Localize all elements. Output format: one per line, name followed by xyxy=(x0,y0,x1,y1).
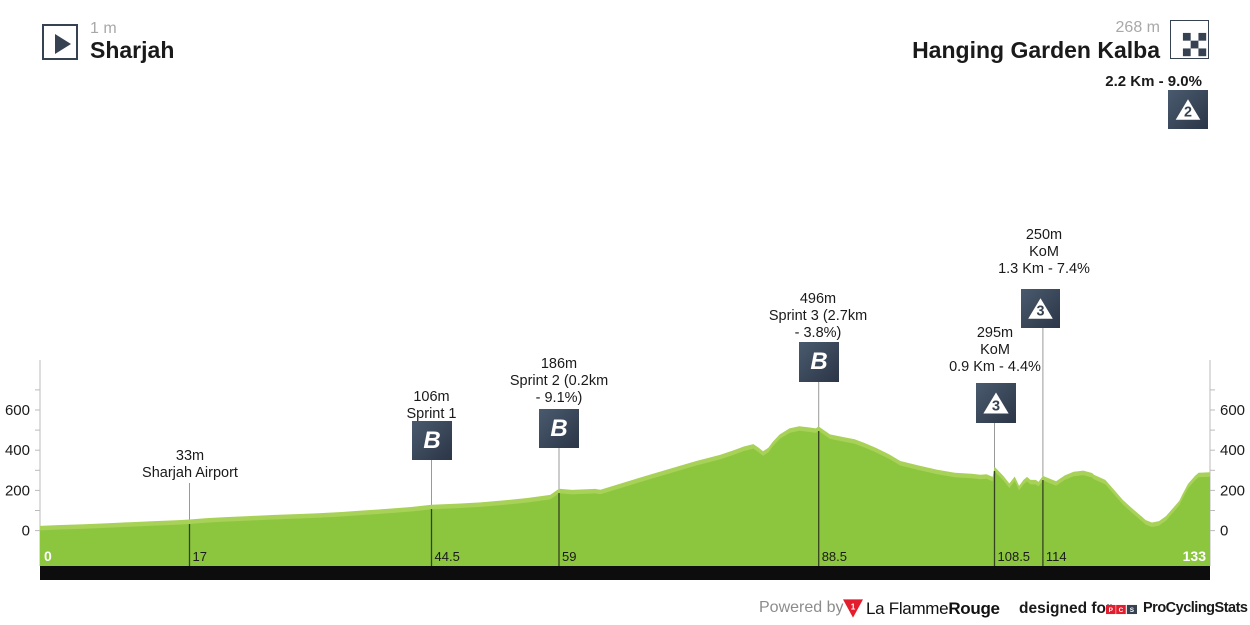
svg-text:1: 1 xyxy=(851,602,856,611)
svg-text:P: P xyxy=(1109,607,1114,614)
svg-text:400: 400 xyxy=(5,442,30,459)
svg-text:3: 3 xyxy=(1037,303,1045,319)
svg-text:C: C xyxy=(1119,607,1124,614)
svg-text:0: 0 xyxy=(1220,523,1228,540)
svg-text:0: 0 xyxy=(22,523,30,540)
svg-text:0: 0 xyxy=(44,548,52,564)
svg-text:600: 600 xyxy=(1220,402,1245,419)
svg-text:133: 133 xyxy=(1183,548,1207,564)
svg-text:200: 200 xyxy=(5,482,30,499)
svg-text:114: 114 xyxy=(1046,549,1067,564)
svg-text:3: 3 xyxy=(992,398,1000,414)
svg-text:17: 17 xyxy=(193,549,207,564)
svg-text:44.5: 44.5 xyxy=(435,549,460,564)
svg-text:600: 600 xyxy=(5,402,30,419)
svg-text:59: 59 xyxy=(562,549,576,564)
svg-text:108.5: 108.5 xyxy=(998,549,1031,564)
svg-text:S: S xyxy=(1130,607,1135,614)
svg-text:88.5: 88.5 xyxy=(822,549,847,564)
svg-text:200: 200 xyxy=(1220,482,1245,499)
svg-text:400: 400 xyxy=(1220,442,1245,459)
